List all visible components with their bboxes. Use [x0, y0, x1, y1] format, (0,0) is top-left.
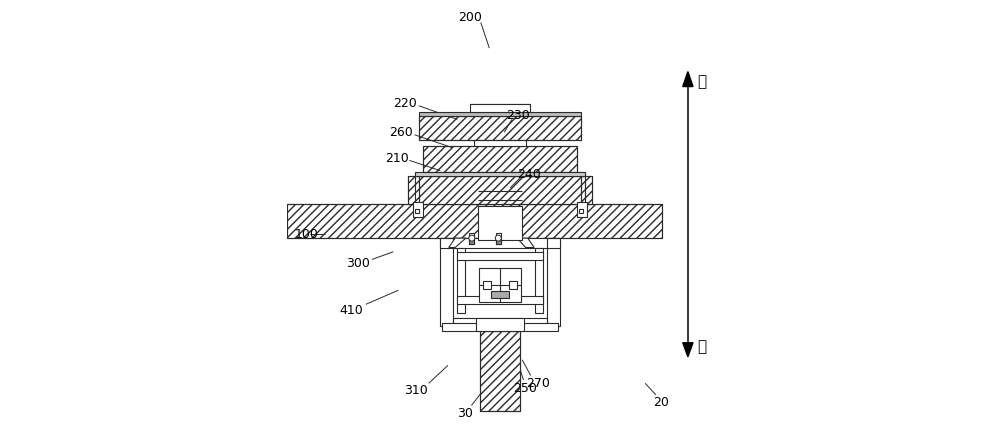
Circle shape: [495, 236, 501, 242]
Bar: [480, 331, 520, 411]
Bar: [478, 207, 522, 241]
Text: 100: 100: [295, 228, 319, 241]
Bar: [470, 105, 530, 113]
Polygon shape: [517, 239, 534, 248]
Text: 30: 30: [457, 406, 473, 419]
Text: 20: 20: [653, 395, 669, 408]
Text: 上: 上: [698, 338, 707, 354]
Bar: [408, 177, 419, 204]
Bar: [483, 281, 491, 290]
Text: 210: 210: [385, 152, 409, 165]
Bar: [423, 147, 577, 173]
Bar: [440, 239, 453, 326]
Text: 240: 240: [517, 167, 541, 180]
Bar: [479, 268, 521, 302]
Bar: [423, 147, 577, 173]
Bar: [581, 177, 592, 204]
Text: 310: 310: [404, 383, 427, 396]
Bar: [509, 281, 517, 290]
Bar: [287, 204, 662, 239]
Bar: [419, 113, 581, 117]
Bar: [457, 296, 543, 305]
Bar: [415, 177, 585, 204]
Text: 200: 200: [458, 11, 482, 23]
Bar: [457, 252, 543, 261]
Text: 250: 250: [513, 381, 537, 394]
Bar: [419, 117, 581, 141]
Bar: [581, 177, 592, 204]
Bar: [577, 202, 587, 217]
Polygon shape: [683, 72, 693, 87]
Bar: [408, 177, 419, 204]
Text: 220: 220: [393, 97, 417, 109]
Text: 230: 230: [506, 109, 530, 121]
Bar: [491, 292, 509, 298]
Circle shape: [469, 236, 475, 242]
Bar: [413, 202, 423, 217]
Text: 410: 410: [340, 304, 363, 317]
Bar: [415, 173, 585, 177]
Bar: [496, 233, 501, 244]
Bar: [480, 331, 520, 411]
Bar: [469, 239, 474, 244]
Bar: [415, 210, 419, 214]
Bar: [469, 233, 474, 244]
Bar: [419, 117, 581, 141]
Bar: [415, 177, 585, 204]
Bar: [579, 210, 583, 214]
Polygon shape: [449, 239, 466, 248]
Bar: [457, 248, 465, 313]
Bar: [440, 239, 560, 248]
Bar: [476, 318, 524, 331]
Text: 270: 270: [526, 376, 550, 389]
Polygon shape: [683, 343, 693, 357]
Text: 260: 260: [389, 126, 413, 138]
Text: 300: 300: [346, 257, 370, 270]
Bar: [547, 239, 560, 326]
Bar: [474, 141, 526, 147]
Bar: [535, 248, 543, 313]
Bar: [287, 204, 662, 239]
Bar: [496, 239, 501, 244]
Bar: [453, 318, 547, 326]
Bar: [442, 323, 558, 331]
Text: 下: 下: [698, 74, 707, 89]
